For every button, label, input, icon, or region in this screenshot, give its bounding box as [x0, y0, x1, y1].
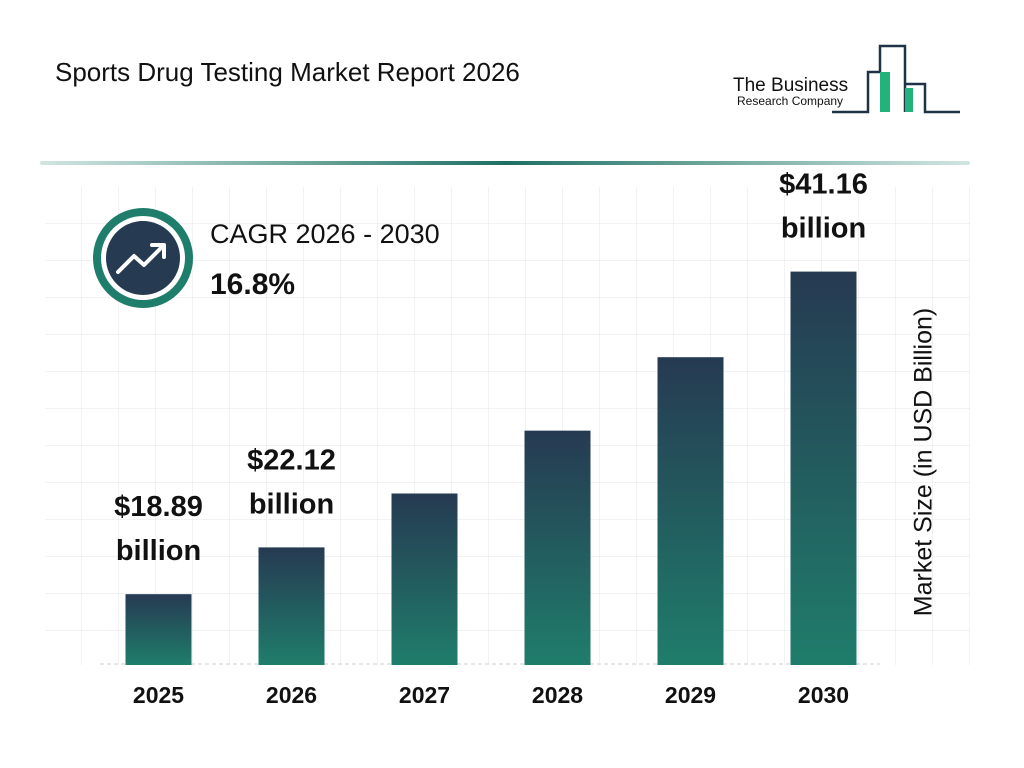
bar [258, 547, 325, 665]
bar [125, 594, 192, 665]
x-tick-label: 2026 [266, 682, 317, 708]
data-label: $41.16 billion [779, 168, 868, 244]
x-tick-label: 2028 [532, 682, 583, 708]
divider [40, 161, 970, 165]
chart-title: Sports Drug Testing Market Report 2026 [55, 57, 520, 87]
bar [391, 493, 458, 665]
data-label: $18.89 billion [114, 491, 203, 567]
x-tick-label: 2027 [399, 682, 450, 708]
cagr-label: CAGR 2026 - 2030 [210, 219, 440, 249]
cagr-value: 16.8% [210, 268, 295, 301]
y-axis-label: Market Size (in USD Billion) [910, 308, 938, 616]
bar [524, 430, 591, 665]
bar [790, 271, 857, 665]
cagr-badge [93, 208, 193, 308]
x-tick-label: 2025 [133, 682, 184, 708]
logo-subtext: Research Company [737, 94, 843, 108]
data-label: $22.12 billion [247, 444, 336, 520]
logo-text: The Business [733, 75, 848, 96]
bar [657, 357, 724, 665]
x-tick-label: 2029 [665, 682, 716, 708]
logo: The Business Research Company [733, 44, 960, 114]
x-tick-label: 2030 [798, 682, 849, 708]
